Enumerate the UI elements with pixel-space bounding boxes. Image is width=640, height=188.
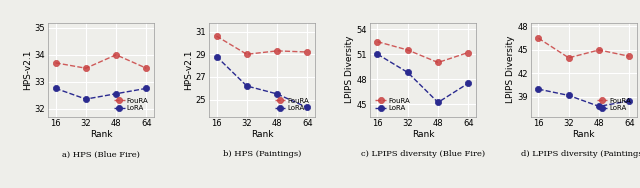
- LoRA: [404, 71, 412, 74]
- LoRA: [565, 94, 573, 96]
- Line: FouRA: FouRA: [52, 52, 150, 71]
- FouRA: [112, 54, 120, 56]
- Text: c) LPIPS diversity (Blue Fire): c) LPIPS diversity (Blue Fire): [361, 150, 485, 158]
- FouRA: [404, 49, 412, 51]
- FouRA: [273, 50, 281, 52]
- Line: LoRA: LoRA: [52, 85, 150, 102]
- Line: LoRA: LoRA: [535, 86, 632, 109]
- Y-axis label: LPIPS Diversity: LPIPS Diversity: [345, 36, 354, 103]
- FouRA: [534, 37, 542, 39]
- FouRA: [143, 67, 150, 69]
- LoRA: [595, 105, 603, 108]
- FouRA: [243, 53, 251, 55]
- LoRA: [143, 87, 150, 89]
- Text: b) HPS (Paintings): b) HPS (Paintings): [223, 150, 301, 158]
- LoRA: [112, 93, 120, 95]
- Line: FouRA: FouRA: [213, 33, 310, 57]
- LoRA: [534, 88, 542, 90]
- Text: a) HPS (Blue Fire): a) HPS (Blue Fire): [62, 150, 140, 158]
- Line: FouRA: FouRA: [374, 39, 472, 66]
- Legend: FouRA, LoRA: FouRA, LoRA: [595, 96, 634, 113]
- Legend: FouRA, LoRA: FouRA, LoRA: [273, 96, 312, 113]
- Legend: FouRA, LoRA: FouRA, LoRA: [112, 96, 150, 113]
- Line: LoRA: LoRA: [374, 51, 472, 105]
- LoRA: [82, 98, 90, 100]
- X-axis label: Rank: Rank: [412, 130, 434, 139]
- Line: FouRA: FouRA: [535, 35, 632, 61]
- Legend: FouRA, LoRA: FouRA, LoRA: [373, 96, 412, 113]
- Y-axis label: LPIPS Diversity: LPIPS Diversity: [506, 36, 515, 103]
- Y-axis label: HPS-v2.1: HPS-v2.1: [22, 49, 32, 90]
- LoRA: [243, 85, 251, 87]
- X-axis label: Rank: Rank: [251, 130, 273, 139]
- FouRA: [374, 41, 381, 43]
- X-axis label: Rank: Rank: [90, 130, 112, 139]
- LoRA: [465, 82, 472, 84]
- LoRA: [303, 106, 311, 109]
- FouRA: [595, 49, 603, 51]
- X-axis label: Rank: Rank: [573, 130, 595, 139]
- LoRA: [52, 87, 60, 89]
- Text: d) LPIPS diversity (Paintings): d) LPIPS diversity (Paintings): [522, 150, 640, 158]
- LoRA: [212, 55, 220, 58]
- FouRA: [625, 55, 633, 57]
- LoRA: [374, 53, 381, 55]
- LoRA: [625, 100, 633, 102]
- FouRA: [52, 62, 60, 64]
- FouRA: [434, 61, 442, 64]
- Y-axis label: HPS-v2.1: HPS-v2.1: [184, 49, 193, 90]
- FouRA: [82, 67, 90, 69]
- FouRA: [465, 51, 472, 54]
- FouRA: [565, 57, 573, 59]
- LoRA: [273, 93, 281, 95]
- FouRA: [212, 35, 220, 37]
- LoRA: [434, 101, 442, 104]
- Line: LoRA: LoRA: [213, 53, 310, 111]
- FouRA: [303, 51, 311, 53]
